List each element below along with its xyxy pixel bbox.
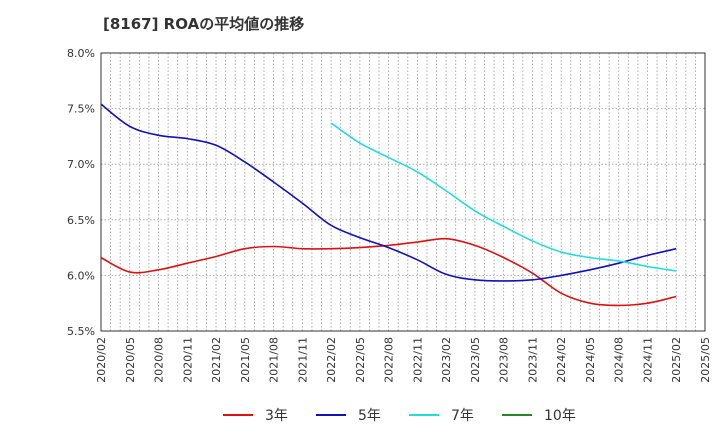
x-tick-label: 2021/05 bbox=[239, 337, 252, 383]
series-line-3 bbox=[330, 122, 677, 272]
x-tick-label: 2023/08 bbox=[498, 337, 511, 383]
y-tick-label: 5.5% bbox=[67, 325, 95, 338]
x-tick-label: 2023/02 bbox=[440, 337, 453, 383]
x-tick-label: 2021/11 bbox=[296, 337, 309, 383]
x-tick-label: 2022/05 bbox=[354, 337, 367, 383]
plot-border bbox=[100, 52, 706, 332]
x-tick-label: 2021/08 bbox=[268, 337, 281, 383]
y-tick-label: 8.0% bbox=[67, 47, 95, 60]
x-tick-label: 2020/02 bbox=[95, 337, 108, 383]
legend-label-3: 7年 bbox=[451, 408, 474, 424]
x-tick-label: 2022/11 bbox=[411, 337, 424, 383]
series-line-2 bbox=[100, 103, 677, 282]
legend: 3年 5年 7年 10年 bbox=[223, 408, 576, 424]
x-tick-label: 2024/02 bbox=[555, 337, 568, 383]
x-axis-ticks: 2020/02 2020/05 2020/08 2020/11 2021/02 2021/… bbox=[95, 337, 712, 383]
x-tick-label: 2022/02 bbox=[325, 337, 338, 383]
x-tick-label: 2025/02 bbox=[670, 337, 683, 383]
legend-label-4: 10年 bbox=[544, 408, 576, 424]
x-tick-label: 2024/11 bbox=[641, 337, 654, 383]
legend-label-2: 5年 bbox=[358, 408, 381, 424]
chart-title: [8167] ROAの平均値の推移 bbox=[103, 15, 304, 33]
x-tick-label: 2023/05 bbox=[469, 337, 482, 383]
x-tick-label: 2024/08 bbox=[613, 337, 626, 383]
x-tick-label: 2020/05 bbox=[124, 337, 137, 383]
legend-label-1: 3年 bbox=[265, 408, 288, 424]
grid-lines bbox=[101, 53, 705, 331]
x-tick-label: 2025/05 bbox=[699, 337, 712, 383]
series-line-1 bbox=[100, 237, 677, 307]
x-tick-label: 2020/11 bbox=[181, 337, 194, 383]
x-tick-label: 2023/11 bbox=[526, 337, 539, 383]
y-tick-label: 6.5% bbox=[67, 214, 95, 227]
x-tick-label: 2022/08 bbox=[383, 337, 396, 383]
x-tick-label: 2021/02 bbox=[210, 337, 223, 383]
plot-area bbox=[101, 53, 705, 331]
x-tick-label: 2020/08 bbox=[153, 337, 166, 383]
y-tick-label: 7.5% bbox=[67, 103, 95, 116]
y-tick-label: 7.0% bbox=[67, 158, 95, 171]
x-tick-label: 2024/05 bbox=[584, 337, 597, 383]
y-tick-label: 6.0% bbox=[67, 269, 95, 282]
series-lines bbox=[100, 103, 677, 307]
y-axis-ticks: 5.5% 6.0% 6.5% 7.0% 7.5% 8.0% bbox=[67, 47, 95, 338]
